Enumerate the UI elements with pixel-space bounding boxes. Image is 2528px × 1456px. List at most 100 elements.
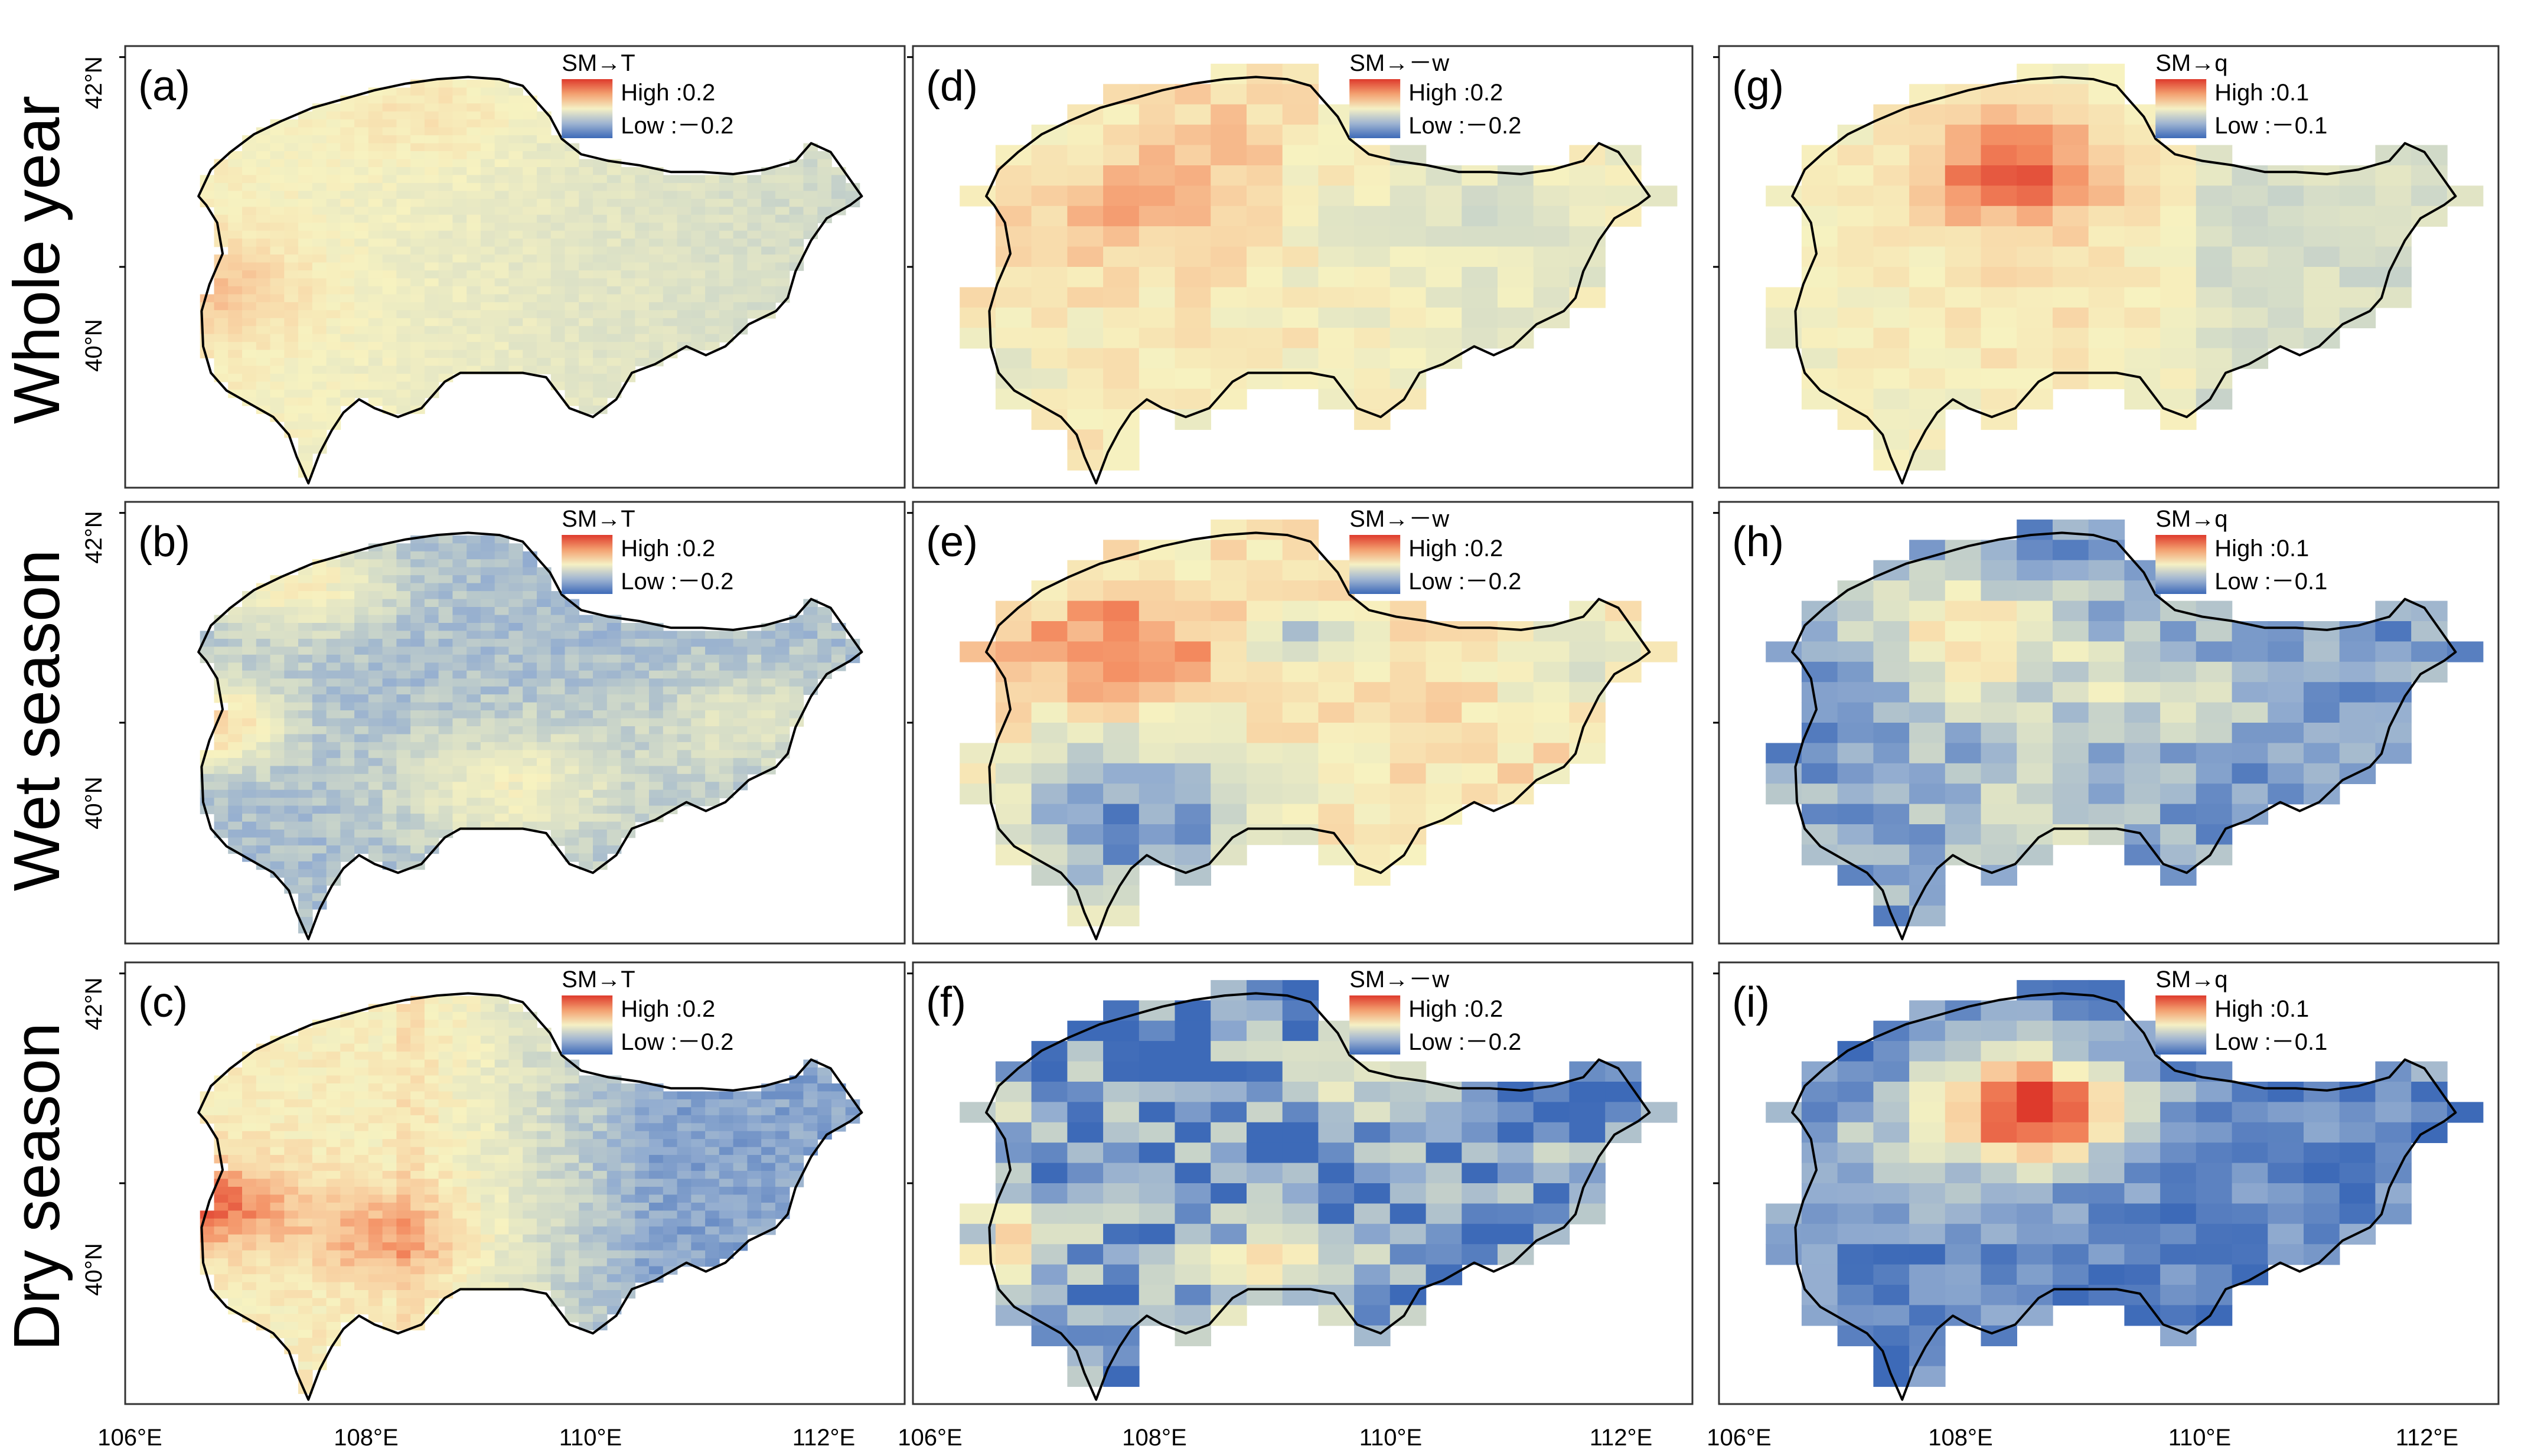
raster-cell [606, 1107, 622, 1116]
raster-cell [354, 151, 369, 160]
raster-cell [284, 1123, 299, 1132]
raster-cell [705, 773, 720, 783]
raster-cell [467, 342, 481, 351]
raster-cell [691, 246, 706, 255]
raster-cell [677, 1226, 692, 1235]
raster-cell [1211, 246, 1247, 267]
raster-cell [606, 278, 622, 287]
raster-cell [2160, 409, 2197, 430]
raster-cell [480, 686, 495, 695]
raster-cell [803, 1083, 818, 1092]
raster-cell [340, 591, 355, 600]
raster-cell [270, 1234, 285, 1243]
raster-cell [2160, 641, 2197, 662]
raster-cell [523, 358, 537, 367]
raster-cell [228, 326, 243, 335]
raster-cell [565, 615, 580, 623]
raster-cell [228, 302, 243, 311]
raster-cell [817, 1091, 832, 1100]
raster-cell [354, 239, 369, 247]
raster-cell [452, 1234, 467, 1243]
raster-cell [1282, 165, 1319, 187]
raster-cell [438, 1242, 454, 1251]
raster-cell [368, 286, 383, 295]
raster-cell [256, 1075, 271, 1084]
raster-cell [396, 1202, 411, 1212]
raster-cell [1103, 368, 1140, 390]
raster-cell [508, 151, 523, 160]
raster-cell [677, 1139, 692, 1148]
raster-cell [508, 207, 523, 216]
raster-cell [817, 1067, 832, 1076]
raster-cell [705, 1123, 720, 1132]
raster-cell [312, 342, 327, 351]
raster-cell [2088, 804, 2125, 825]
raster-cell [354, 302, 369, 311]
raster-cell [354, 159, 369, 168]
raster-cell [593, 1242, 608, 1251]
raster-cell [621, 1194, 636, 1203]
raster-cell [508, 127, 523, 136]
raster-cell [424, 718, 439, 727]
raster-cell [677, 694, 692, 703]
raster-cell [467, 1011, 481, 1021]
raster-cell [537, 1099, 552, 1108]
raster-cell [1909, 560, 1946, 581]
raster-cell [340, 678, 355, 687]
raster-cell [214, 670, 229, 679]
raster-cell [452, 143, 467, 152]
raster-cell [354, 766, 369, 775]
raster-cell [312, 198, 327, 208]
raster-cell [719, 1163, 734, 1171]
raster-cell [270, 734, 285, 743]
raster-cell [410, 845, 425, 854]
raster-cell [424, 821, 439, 830]
raster-cell [747, 670, 762, 679]
raster-cell [677, 758, 692, 767]
raster-cell [312, 1194, 327, 1203]
raster-cell [228, 350, 243, 358]
raster-cell [677, 1234, 692, 1243]
raster-cell [228, 239, 243, 247]
raster-cell [789, 686, 804, 695]
raster-cell [1247, 63, 1283, 85]
raster-cell [550, 1107, 566, 1116]
raster-cell [312, 175, 327, 184]
raster-cell [705, 270, 720, 279]
raster-cell [242, 278, 257, 287]
raster-cell [579, 830, 593, 838]
raster-cell [2053, 145, 2089, 166]
raster-cell [1873, 824, 1910, 845]
raster-cell [340, 198, 355, 208]
raster-cell [228, 310, 243, 319]
raster-cell [270, 607, 285, 616]
raster-cell [284, 1099, 299, 1108]
raster-cell [368, 230, 383, 239]
raster-cell [1139, 267, 1176, 288]
raster-cell [649, 350, 664, 358]
raster-cell [382, 647, 397, 655]
raster-cell [579, 318, 593, 327]
raster-cell [340, 805, 355, 814]
raster-cell [775, 1163, 790, 1171]
raster-cell [621, 694, 636, 703]
raster-cell [340, 607, 355, 616]
raster-cell [761, 647, 776, 655]
raster-cell [396, 631, 411, 639]
raster-cell [242, 167, 257, 176]
raster-cell [494, 607, 510, 616]
raster-cell [621, 1218, 636, 1228]
raster-cell [1354, 368, 1391, 390]
raster-cell [593, 1210, 608, 1219]
raster-cell [480, 310, 495, 319]
raster-cell [1945, 743, 1982, 764]
raster-cell [480, 103, 495, 112]
raster-cell [354, 1036, 369, 1044]
raster-cell [438, 638, 454, 648]
raster-cell [340, 1178, 355, 1187]
raster-cell [579, 710, 593, 719]
raster-cell [256, 358, 271, 367]
raster-cell [537, 647, 552, 655]
raster-cell [1031, 621, 1068, 642]
raster-cell [1354, 205, 1391, 227]
